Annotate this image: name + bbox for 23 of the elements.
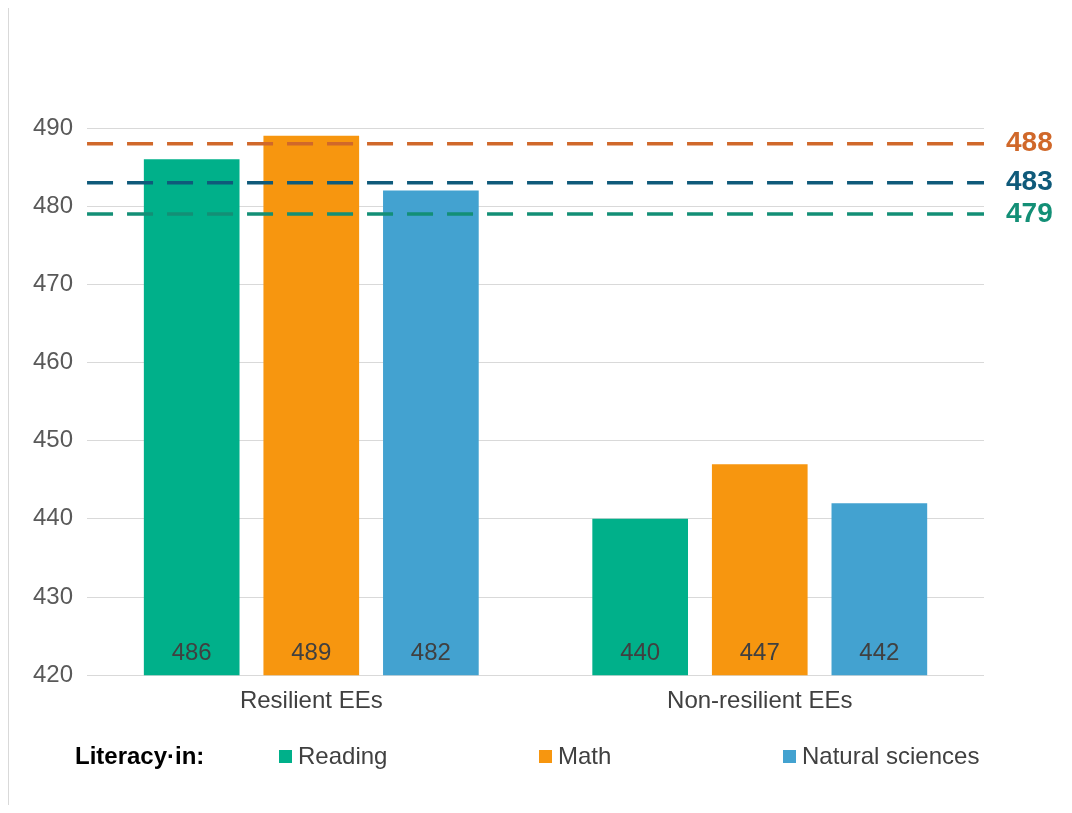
x-tick-label: Non-resilient EEs xyxy=(667,686,853,714)
data-label: 442 xyxy=(859,637,900,665)
legend-label: Math xyxy=(558,742,612,770)
y-tick-label: 480 xyxy=(33,190,74,218)
ref-line-label: 488 xyxy=(1006,126,1053,158)
legend-label: Natural sciences xyxy=(802,742,980,770)
data-label: 440 xyxy=(620,637,661,665)
y-tick-label: 440 xyxy=(33,503,74,531)
data-label: 486 xyxy=(171,637,212,665)
data-label: 489 xyxy=(291,637,332,665)
data-label: 447 xyxy=(739,637,780,665)
legend-label: Reading xyxy=(298,742,388,770)
y-tick-label: 460 xyxy=(33,347,74,375)
y-tick-label: 430 xyxy=(33,581,74,609)
legend-title: Literacy·in: xyxy=(75,742,206,770)
y-tick-label: 470 xyxy=(33,268,74,296)
ref-line-label: 479 xyxy=(1006,196,1053,228)
data-label: 482 xyxy=(410,637,451,665)
y-tick-label: 490 xyxy=(33,112,74,140)
x-tick-label: Resilient EEs xyxy=(239,686,383,714)
y-tick-label: 450 xyxy=(33,425,74,453)
y-tick-label: 420 xyxy=(33,659,74,687)
ref-line-label: 483 xyxy=(1006,165,1053,197)
